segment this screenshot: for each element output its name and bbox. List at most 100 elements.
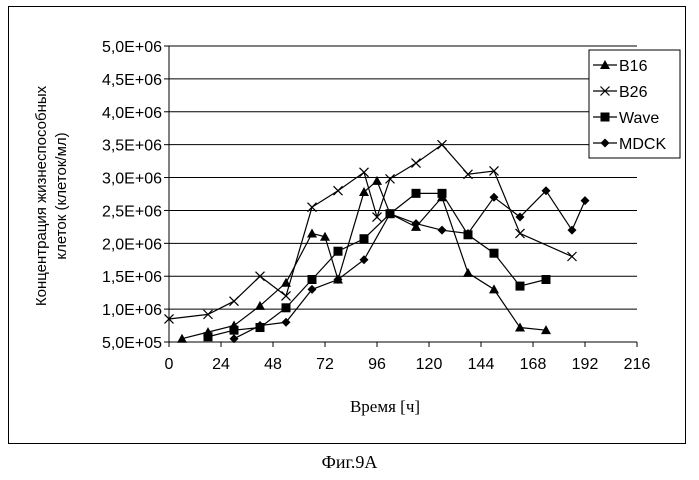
x-mark-stroke: [372, 212, 382, 222]
legend-item-wave: Wave: [593, 110, 659, 127]
data-point-b26: [489, 166, 499, 176]
x-mark-stroke: [437, 139, 447, 150]
data-point-mdck: [489, 192, 499, 202]
data-point-b16: [489, 284, 499, 294]
y-tick-label: 2,5E+06: [102, 203, 162, 220]
data-point-b16: [255, 300, 265, 310]
series-mdck: [229, 186, 590, 344]
chart-svg: 5,0E+05 1,0E+06 1,5E+06 2,0E+06 2,5E+06 3,0E+…: [33, 39, 681, 416]
data-point-wave: [541, 275, 551, 285]
data-point-b26: [164, 314, 174, 324]
x-mark-stroke: [333, 185, 343, 196]
y-tick-label: 3,5E+06: [102, 138, 162, 155]
series-wave: [203, 188, 551, 342]
x-mark-stroke: [164, 314, 174, 324]
data-point-mdck: [515, 212, 525, 222]
series-line-wave: [207, 192, 547, 338]
x-mark-stroke: [567, 251, 577, 262]
y-axis-title: Концентрация жизнеспособных: [33, 85, 50, 306]
x-mark-stroke: [229, 296, 239, 307]
legend-swatch-marker: [600, 112, 610, 122]
x-tick-label: 48: [264, 356, 282, 373]
series-line-b26: [168, 143, 573, 320]
legend-swatch-marker: [600, 86, 610, 96]
x-mark-stroke: [600, 86, 610, 96]
data-point-b16: [281, 277, 291, 287]
data-point-b26: [359, 167, 369, 178]
x-tick-label: 72: [316, 356, 334, 373]
x-tick-label: 216: [624, 356, 651, 373]
data-point-b16: [515, 322, 525, 332]
data-point-b26: [307, 202, 317, 213]
x-mark-stroke: [515, 228, 525, 239]
data-point-wave: [281, 303, 291, 313]
data-point-b26: [515, 228, 525, 239]
chart-frame: 5,0E+05 1,0E+06 1,5E+06 2,0E+06 2,5E+06 3,0E+…: [8, 6, 686, 444]
legend-swatch-marker: [600, 60, 610, 69]
x-mark-stroke: [385, 173, 395, 184]
data-point-wave: [333, 246, 343, 256]
data-point-b26: [229, 296, 239, 307]
data-point-mdck: [307, 284, 317, 294]
x-axis-title: Время [ч]: [350, 397, 420, 416]
data-point-b26: [567, 251, 577, 262]
data-point-b26: [281, 291, 291, 301]
series-b26: [164, 139, 577, 324]
data-point-wave: [307, 275, 317, 285]
legend-label: MDCK: [619, 136, 666, 153]
data-point-mdck: [567, 225, 577, 235]
x-mark-stroke: [203, 309, 213, 320]
x-tick-label: 96: [368, 356, 386, 373]
data-point-b26: [255, 271, 265, 282]
x-tick-label: 0: [165, 356, 174, 373]
x-mark-stroke: [489, 166, 499, 176]
x-tick-label: 144: [468, 356, 495, 373]
data-point-wave: [489, 248, 499, 258]
data-point-wave: [359, 234, 369, 244]
y-tick-label: 1,5E+06: [102, 269, 162, 286]
data-point-mdck: [255, 321, 265, 331]
data-point-b26: [437, 139, 447, 150]
data-point-mdck: [385, 209, 395, 219]
x-tick-label: 120: [416, 356, 443, 373]
x-mark-stroke: [255, 271, 265, 282]
y-axis-title: клеток (клеток/мл): [53, 132, 70, 259]
x-mark-stroke: [281, 291, 291, 301]
data-point-wave: [437, 188, 447, 198]
data-point-wave: [203, 332, 213, 342]
figure-caption: Фиг.9А: [321, 452, 378, 472]
y-tick-label: 2,0E+06: [102, 236, 162, 253]
data-point-b26: [385, 173, 395, 184]
data-point-wave: [411, 188, 421, 198]
data-point-b26: [411, 158, 421, 169]
data-point-b16: [307, 228, 317, 238]
legend-item-mdck: MDCK: [593, 136, 666, 153]
series-line-mdck: [233, 189, 586, 340]
legend-label: Wave: [619, 110, 659, 127]
x-mark-stroke: [307, 202, 317, 213]
data-point-mdck: [463, 228, 473, 238]
data-point-b16: [541, 325, 551, 335]
x-mark-stroke: [359, 167, 369, 178]
data-point-b26: [333, 185, 343, 196]
data-point-mdck: [580, 196, 590, 206]
data-point-b16: [463, 267, 473, 277]
data-point-b16: [320, 231, 330, 241]
x-mark-stroke: [463, 169, 473, 180]
data-point-wave: [515, 281, 525, 291]
legend-label: B26: [619, 84, 648, 101]
y-tick-label: 5,0E+05: [102, 335, 162, 352]
legend-item-b16: B16: [593, 58, 648, 75]
y-tick-label: 3,0E+06: [102, 171, 162, 188]
data-point-wave: [229, 325, 239, 335]
data-point-mdck: [359, 255, 369, 265]
data-point-b26: [203, 309, 213, 320]
legend-label: B16: [619, 58, 648, 75]
data-point-b26: [372, 212, 382, 222]
y-tick-label: 5,0E+06: [102, 39, 162, 56]
legend-swatch-marker: [600, 138, 610, 148]
data-point-mdck: [333, 275, 343, 285]
y-tick-label: 4,5E+06: [102, 72, 162, 89]
data-point-mdck: [411, 219, 421, 229]
y-tick-label: 4,0E+06: [102, 105, 162, 122]
